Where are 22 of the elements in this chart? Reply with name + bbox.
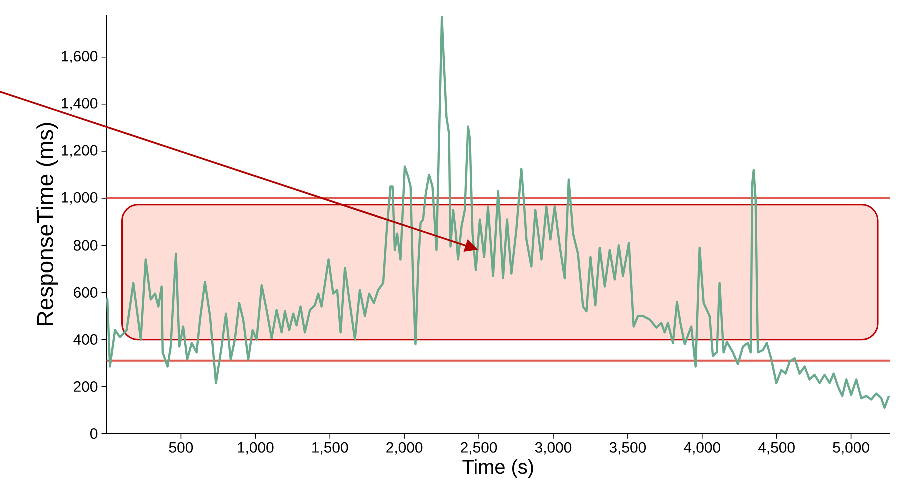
- x-tick-label: 1,000: [238, 442, 274, 455]
- x-tick-label: 3,000: [535, 442, 572, 455]
- y-axis-title: ResponseTime (ms): [36, 123, 58, 326]
- y-tick-label: 1,400: [62, 98, 98, 111]
- y-tick-label: 600: [74, 287, 98, 298]
- y-tick-label: 1,200: [62, 145, 98, 158]
- y-tick-label: 0: [90, 428, 98, 440]
- x-tick-label: 4,000: [684, 442, 720, 455]
- x-tick-label: 3,500: [610, 442, 646, 455]
- x-axis-title: Time (s): [462, 460, 534, 478]
- x-tick-label: 2,500: [461, 442, 498, 455]
- x-tick-label: 4,500: [758, 442, 795, 455]
- y-tick-label: 1,600: [62, 51, 98, 64]
- y-tick-label: 1,000: [62, 192, 98, 205]
- x-tick-label: 5,000: [833, 442, 870, 455]
- x-tick-label: 500: [169, 442, 194, 454]
- y-tick-label: 400: [74, 334, 98, 346]
- x-tick-label: 1,500: [312, 442, 348, 455]
- line-series: [106, 16, 890, 410]
- x-tick-label: 2,000: [386, 442, 423, 455]
- y-tick-label: 800: [74, 240, 98, 251]
- y-tick-label: 200: [74, 382, 98, 392]
